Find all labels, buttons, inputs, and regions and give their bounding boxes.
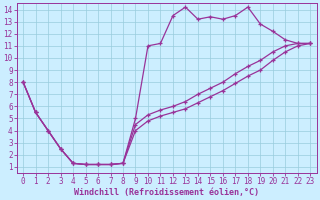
X-axis label: Windchill (Refroidissement éolien,°C): Windchill (Refroidissement éolien,°C) — [74, 188, 259, 197]
